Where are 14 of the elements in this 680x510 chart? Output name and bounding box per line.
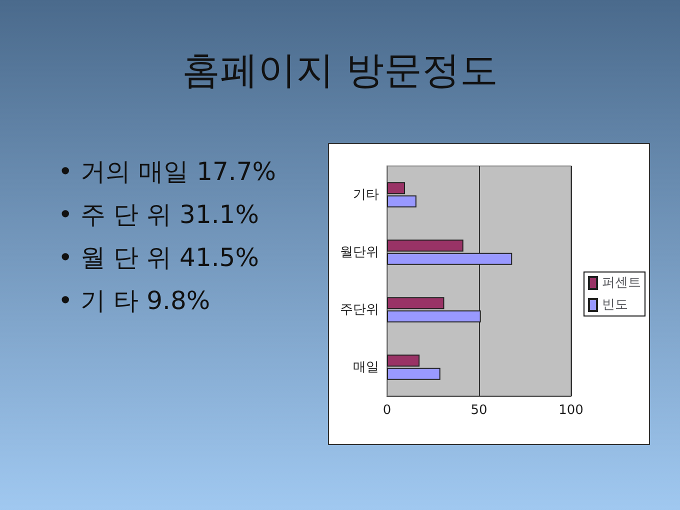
x-tick-label: 50 — [470, 403, 488, 418]
text: • 주 단 위 31.1% — [58, 199, 260, 231]
x-tick-label: 100 — [558, 403, 584, 418]
text: • 기 타 9.8% — [58, 285, 212, 317]
chart-title: 홈페이지 방문정도 — [180, 47, 500, 94]
y-tick-label: 월단위 — [340, 244, 379, 260]
y-tick-label: 기타 — [353, 187, 379, 202]
legend-label: 빈도 — [602, 298, 628, 312]
text: • 거의 매일 17.7% — [58, 156, 276, 188]
y-tick-label: 주단위 — [340, 302, 379, 318]
y-tick-label: 매일 — [353, 360, 379, 375]
x-tick-label: 0 — [382, 403, 392, 418]
legend-label: 퍼센트 — [602, 276, 641, 290]
text: • 월 단 위 41.5% — [58, 242, 260, 274]
